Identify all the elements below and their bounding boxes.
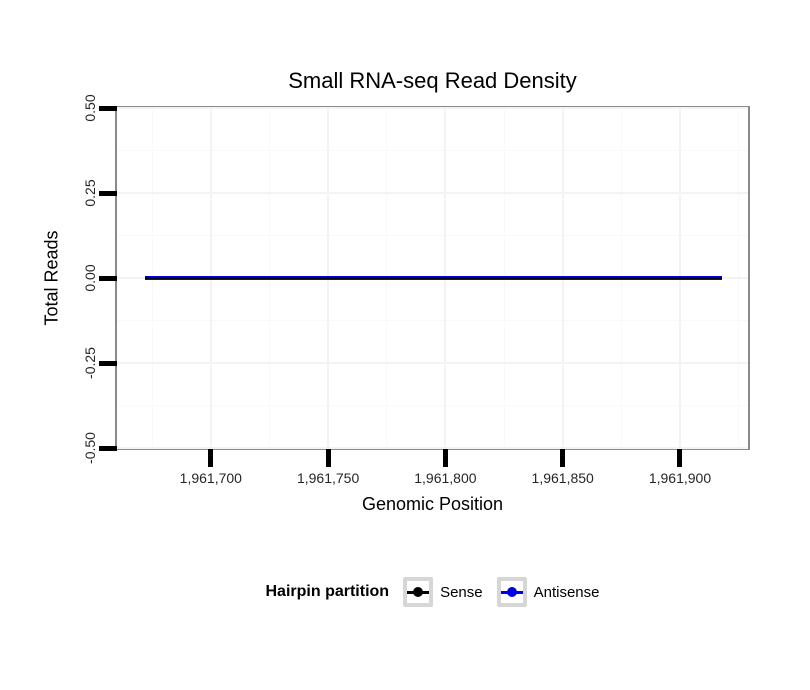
legend-entry-antisense: Antisense bbox=[496, 577, 600, 607]
y-axis-title: Total Reads bbox=[41, 230, 62, 326]
legend-key-antisense bbox=[496, 577, 527, 607]
chart-title: Small RNA-seq Read Density bbox=[288, 68, 577, 93]
series-line-sense bbox=[145, 277, 723, 279]
y-tick-mark bbox=[99, 360, 117, 366]
legend-entries: Sense Antisense bbox=[403, 577, 599, 607]
gridline-major-h bbox=[117, 447, 748, 449]
legend-label-sense: Sense bbox=[440, 583, 483, 601]
y-tick-mark bbox=[99, 275, 117, 281]
y-tick-label: 0.25 bbox=[82, 179, 98, 207]
x-tick-mark bbox=[442, 449, 448, 467]
legend-title: Hairpin partition bbox=[265, 583, 390, 600]
y-tick-mark bbox=[99, 445, 117, 451]
gridline-major-h bbox=[117, 362, 748, 364]
legend-entry-sense: Sense bbox=[403, 577, 483, 607]
y-tick-label: -0.50 bbox=[82, 432, 98, 464]
x-tick-label: 1,961,850 bbox=[531, 470, 594, 486]
legend-key-dot-icon bbox=[413, 587, 424, 597]
x-tick-mark bbox=[325, 449, 331, 467]
x-tick-label: 1,961,900 bbox=[648, 470, 712, 486]
x-axis-title: Genomic Position bbox=[361, 494, 504, 514]
legend-key-dot-icon bbox=[506, 587, 517, 597]
y-tick-mark bbox=[99, 105, 117, 111]
y-tick-label: -0.25 bbox=[82, 347, 98, 379]
x-tick-mark bbox=[560, 449, 566, 467]
x-tick-label: 1,961,750 bbox=[296, 470, 360, 486]
x-tick-label: 1,961,700 bbox=[179, 470, 242, 486]
y-tick-label: 0.00 bbox=[82, 264, 98, 292]
x-tick-mark bbox=[208, 449, 214, 467]
x-tick-mark bbox=[677, 449, 683, 467]
gridline-major-h bbox=[117, 107, 748, 109]
y-tick-label: 0.50 bbox=[82, 94, 98, 122]
gridline-minor-h bbox=[117, 235, 748, 236]
x-tick-label: 1,961,800 bbox=[414, 470, 477, 486]
gridline-major-h bbox=[117, 192, 748, 194]
y-tick-mark bbox=[99, 190, 117, 196]
legend-key-sense bbox=[403, 577, 434, 607]
gridline-minor-h bbox=[117, 150, 748, 151]
gridline-minor-h bbox=[117, 320, 748, 321]
legend: Hairpin partition Sense Antisense bbox=[115, 575, 750, 609]
legend-label-antisense: Antisense bbox=[533, 583, 600, 601]
gridline-minor-h bbox=[117, 405, 748, 406]
